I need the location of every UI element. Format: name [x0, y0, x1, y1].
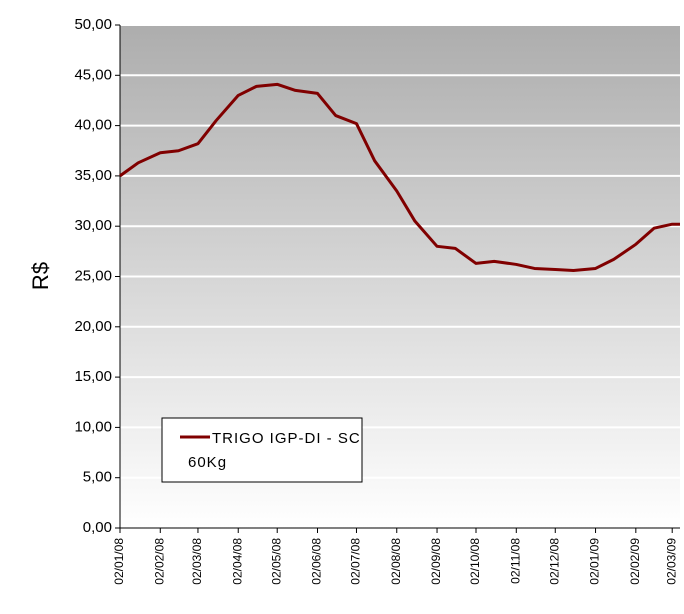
- x-tick-label: 02/03/09: [664, 538, 678, 585]
- y-tick-label: 5,00: [83, 469, 112, 486]
- legend-label-line: 60Kg: [188, 454, 227, 471]
- data-line: [119, 82, 680, 272]
- legend: TRIGO IGP-DI - SC 60Kg: [161, 417, 363, 483]
- x-tick-label: 02/12/08: [547, 538, 561, 585]
- y-tick-label: 35,00: [74, 167, 112, 184]
- legend-label-line: TRIGO IGP-DI - SC: [212, 430, 361, 447]
- x-tick-label: 02/11/08: [508, 538, 522, 584]
- x-tick-label: 02/08/08: [389, 538, 403, 585]
- y-tick-label: 0,00: [83, 519, 112, 536]
- y-tick-label: 45,00: [74, 66, 112, 83]
- y-tick-label: 10,00: [74, 418, 112, 435]
- y-tick-label: 30,00: [74, 217, 112, 234]
- y-tick-label: 20,00: [74, 318, 112, 335]
- x-tick-label: 02/09/08: [429, 538, 443, 585]
- x-tick-label: 02/07/08: [349, 538, 363, 585]
- y-tick-label: 25,00: [74, 267, 112, 284]
- x-tick-label: 02/04/08: [230, 538, 244, 585]
- legend-box: [161, 417, 363, 483]
- x-tick-label: 02/01/09: [588, 538, 602, 585]
- x-tick-label: 02/02/08: [152, 538, 166, 585]
- x-tick-label: 02/06/08: [310, 538, 324, 585]
- y-tick-label: 50,00: [74, 16, 112, 33]
- x-tick-label: 02/10/08: [468, 538, 482, 585]
- y-axis-label: R$: [28, 262, 53, 290]
- x-tick-label: 02/03/08: [190, 538, 204, 585]
- y-tick-label: 40,00: [74, 117, 112, 134]
- y-tick-label: 15,00: [74, 368, 112, 385]
- legend-label: TRIGO IGP-DI - SC 60Kg: [188, 430, 361, 471]
- x-tick-label: 02/01/08: [112, 538, 126, 585]
- x-tick-label: 02/02/09: [628, 538, 642, 585]
- x-tick-label: 02/05/08: [269, 538, 283, 585]
